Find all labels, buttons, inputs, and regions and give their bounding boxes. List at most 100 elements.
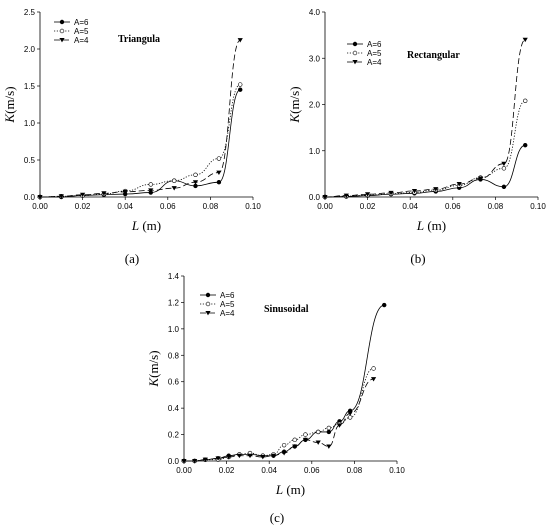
legend-label: A=5	[367, 49, 382, 58]
legend-marker	[59, 28, 65, 34]
series-A-6	[322, 143, 528, 200]
data-point	[326, 429, 332, 435]
legend-marker	[205, 301, 211, 307]
panel-caption: (a)	[125, 251, 139, 266]
y-tick-label: 0.8	[168, 351, 180, 360]
y-tick-label: 1.4	[168, 272, 180, 281]
data-point	[382, 302, 387, 308]
y-tick-label: 1.5	[24, 82, 36, 91]
x-tick-label: 0.08	[203, 202, 219, 211]
data-point	[270, 453, 277, 459]
y-tick-label: 1.0	[309, 147, 321, 156]
y-axis-label: K(m/s)	[287, 86, 302, 123]
x-tick-label: 0.00	[32, 202, 48, 211]
data-point	[347, 411, 353, 416]
y-tick-label: 1.0	[168, 325, 180, 334]
legend-marker	[205, 292, 211, 298]
panel-title: Sinusoidal	[264, 304, 309, 315]
legend-marker	[59, 19, 65, 25]
data-point	[193, 172, 198, 178]
y-tick-label: 1.2	[168, 298, 180, 307]
x-tick-label: 0.10	[389, 466, 405, 475]
y-tick-label: 2.0	[24, 45, 36, 54]
data-point	[216, 180, 222, 185]
x-axis-label: L (m)	[416, 218, 446, 233]
data-point	[302, 437, 309, 443]
legend-marker	[352, 60, 358, 65]
data-point	[215, 456, 221, 461]
panel-title: Rectangular	[407, 50, 460, 61]
legend-label: A=4	[220, 309, 235, 318]
data-point	[58, 194, 64, 199]
data-point	[322, 195, 328, 200]
data-point	[292, 444, 298, 449]
y-tick-label: 4.0	[309, 8, 321, 17]
data-point	[216, 156, 222, 161]
y-tick-label: 0.5	[24, 156, 36, 165]
legend-label: A=5	[220, 300, 235, 309]
legend: A=6A=5A=4	[54, 18, 89, 45]
legend-marker	[352, 50, 358, 56]
legend-label: A=6	[74, 18, 89, 27]
chart-panel-b: 0.00 0.02 0.04 0.06 0.08 0.10 0.0 1.0 2.0 3.0 4.0 L…	[287, 8, 546, 266]
data-point	[388, 190, 394, 196]
data-point	[237, 38, 243, 43]
legend-label: A=4	[74, 36, 89, 45]
x-tick-label: 0.02	[219, 466, 235, 475]
data-point	[181, 459, 187, 464]
data-point	[326, 425, 332, 431]
y-tick-label: 1.0	[24, 119, 36, 128]
y-tick-label: 0.6	[168, 378, 180, 387]
x-tick-label: 0.06	[160, 202, 176, 211]
data-point	[523, 98, 528, 104]
series-line	[39, 39, 241, 198]
y-tick-label: 2.5	[24, 8, 36, 17]
x-tick-label: 0.06	[445, 202, 461, 211]
y-tick-label: 0.2	[168, 431, 180, 440]
x-tick-label: 0.04	[261, 466, 277, 475]
panel-caption: (b)	[410, 251, 425, 266]
series-line	[184, 378, 374, 462]
y-tick-label: 2.0	[309, 101, 321, 110]
x-tick-label: 0.04	[117, 202, 133, 211]
y-axis-label: K(m/s)	[2, 86, 17, 123]
data-point	[101, 191, 107, 196]
y-tick-label: 0.0	[24, 193, 36, 202]
series-A-5	[181, 366, 376, 464]
data-point	[522, 37, 528, 43]
data-point	[336, 423, 343, 428]
series-A-5	[37, 82, 243, 200]
x-tick-label: 0.02	[360, 202, 376, 211]
series-A-4	[37, 38, 243, 200]
panel-caption: (c)	[270, 510, 284, 525]
y-tick-label: 0.0	[309, 193, 321, 202]
y-tick-label: 0.4	[168, 404, 180, 413]
data-point	[411, 188, 418, 194]
y-tick-label: 3.0	[309, 54, 321, 63]
data-point	[171, 186, 177, 191]
data-point	[365, 192, 371, 197]
x-tick-label: 0.10	[530, 202, 546, 211]
x-tick-label: 0.00	[317, 202, 333, 211]
data-point	[37, 195, 43, 200]
data-point	[236, 453, 242, 459]
data-point	[247, 453, 253, 459]
data-point	[456, 182, 462, 187]
x-tick-label: 0.08	[488, 202, 504, 211]
data-point	[80, 192, 86, 198]
legend-marker	[205, 311, 211, 316]
data-point	[122, 189, 128, 195]
chart-panel-c: 0.00 0.02 0.04 0.06 0.08 0.10 0.0 0.2 0.4 0.6 0.8 1…	[146, 272, 405, 525]
series-line	[40, 89, 241, 198]
data-point	[303, 432, 308, 437]
x-tick-label: 0.02	[75, 202, 91, 211]
legend: A=6A=5A=4	[200, 291, 235, 318]
data-point	[281, 442, 287, 448]
data-point	[347, 415, 353, 420]
data-point	[343, 193, 349, 199]
data-point	[433, 187, 439, 192]
series-A-6	[37, 87, 243, 200]
data-point	[226, 455, 232, 460]
data-point	[148, 182, 153, 187]
